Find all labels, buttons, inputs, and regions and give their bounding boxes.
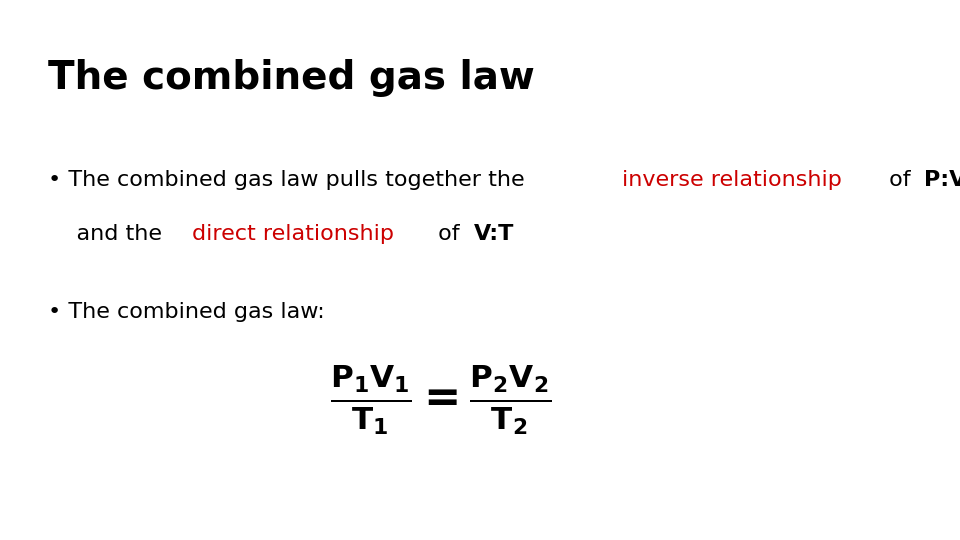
Text: P:V: P:V (924, 170, 960, 190)
Text: of: of (431, 224, 467, 244)
Text: • The combined gas law:: • The combined gas law: (48, 302, 325, 322)
Text: direct relationship: direct relationship (192, 224, 394, 244)
Text: inverse relationship: inverse relationship (621, 170, 841, 190)
Text: and the: and the (48, 224, 170, 244)
Text: V:T: V:T (473, 224, 514, 244)
Text: • The combined gas law pulls together the: • The combined gas law pulls together th… (48, 170, 532, 190)
Text: The combined gas law: The combined gas law (48, 59, 536, 97)
Text: of: of (882, 170, 918, 190)
Text: $\mathregular{\frac{P_1 V_1}{T_1} = \frac{P_2 V_2}{T_2}}$: $\mathregular{\frac{P_1 V_1}{T_1} = \fra… (330, 362, 551, 437)
